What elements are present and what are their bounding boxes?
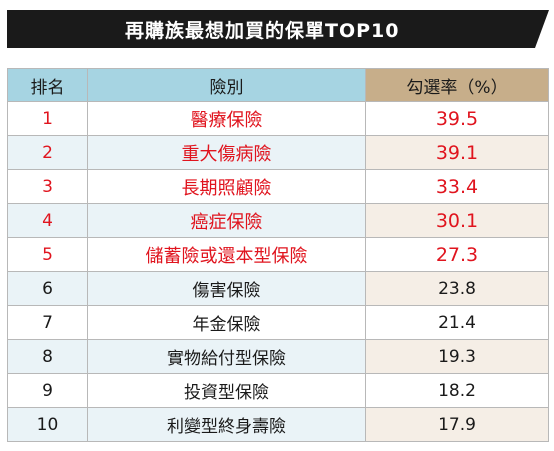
insurance-type-cell: 傷害保險: [87, 271, 366, 306]
rate-cell: 19.3: [365, 339, 549, 374]
insurance-type-cell: 癌症保險: [87, 203, 366, 238]
insurance-type-cell: 重大傷病險: [87, 135, 366, 170]
insurance-type-cell: 實物給付型保險: [87, 339, 366, 374]
table-row: 9 投資型保險 18.2: [7, 373, 549, 408]
table-row: 10 利變型終身壽險 17.9: [7, 407, 549, 442]
rate-cell: 33.4: [365, 169, 549, 204]
rate-cell: 21.4: [365, 305, 549, 340]
rate-cell: 23.8: [365, 271, 549, 306]
insurance-type-cell: 長期照顧險: [87, 169, 366, 204]
rate-cell: 30.1: [365, 203, 549, 238]
table-row: 5 儲蓄險或還本型保險 27.3: [7, 237, 549, 272]
rank-cell: 1: [7, 101, 88, 136]
table-row: 3 長期照顧險 33.4: [7, 169, 549, 204]
page-title: 再購族最想加買的保單TOP10: [125, 19, 400, 42]
rank-cell: 10: [7, 407, 88, 442]
table-row: 7 年金保險 21.4: [7, 305, 549, 340]
rank-cell: 7: [7, 305, 88, 340]
rank-cell: 2: [7, 135, 88, 170]
rate-cell: 18.2: [365, 373, 549, 408]
rank-cell: 3: [7, 169, 88, 204]
insurance-type-cell: 醫療保險: [87, 101, 366, 136]
table-row: 2 重大傷病險 39.1: [7, 135, 549, 170]
rate-cell: 39.5: [365, 101, 549, 136]
ranking-table: 排名 險別 勾選率（%） 1 醫療保險 39.5 2 重大傷病險 39.1 3 …: [7, 68, 549, 442]
rank-cell: 6: [7, 271, 88, 306]
rate-column-header: 勾選率（%）: [365, 68, 549, 102]
rank-cell: 9: [7, 373, 88, 408]
table-row: 1 醫療保險 39.5: [7, 101, 549, 136]
insurance-type-column-header: 險別: [87, 68, 366, 102]
insurance-type-cell: 利變型終身壽險: [87, 407, 366, 442]
table-row: 4 癌症保險 30.1: [7, 203, 549, 238]
rank-column-header: 排名: [7, 68, 88, 102]
insurance-type-cell: 投資型保險: [87, 373, 366, 408]
table-row: 8 實物給付型保險 19.3: [7, 339, 549, 374]
insurance-type-cell: 儲蓄險或還本型保險: [87, 237, 366, 272]
rate-cell: 27.3: [365, 237, 549, 272]
rank-cell: 5: [7, 237, 88, 272]
rank-cell: 4: [7, 203, 88, 238]
title-banner: 再購族最想加買的保單TOP10: [7, 10, 549, 48]
rate-cell: 39.1: [365, 135, 549, 170]
insurance-type-cell: 年金保險: [87, 305, 366, 340]
rate-cell: 17.9: [365, 407, 549, 442]
table-row: 6 傷害保險 23.8: [7, 271, 549, 306]
rank-cell: 8: [7, 339, 88, 374]
table-header-row: 排名 險別 勾選率（%）: [7, 68, 549, 102]
